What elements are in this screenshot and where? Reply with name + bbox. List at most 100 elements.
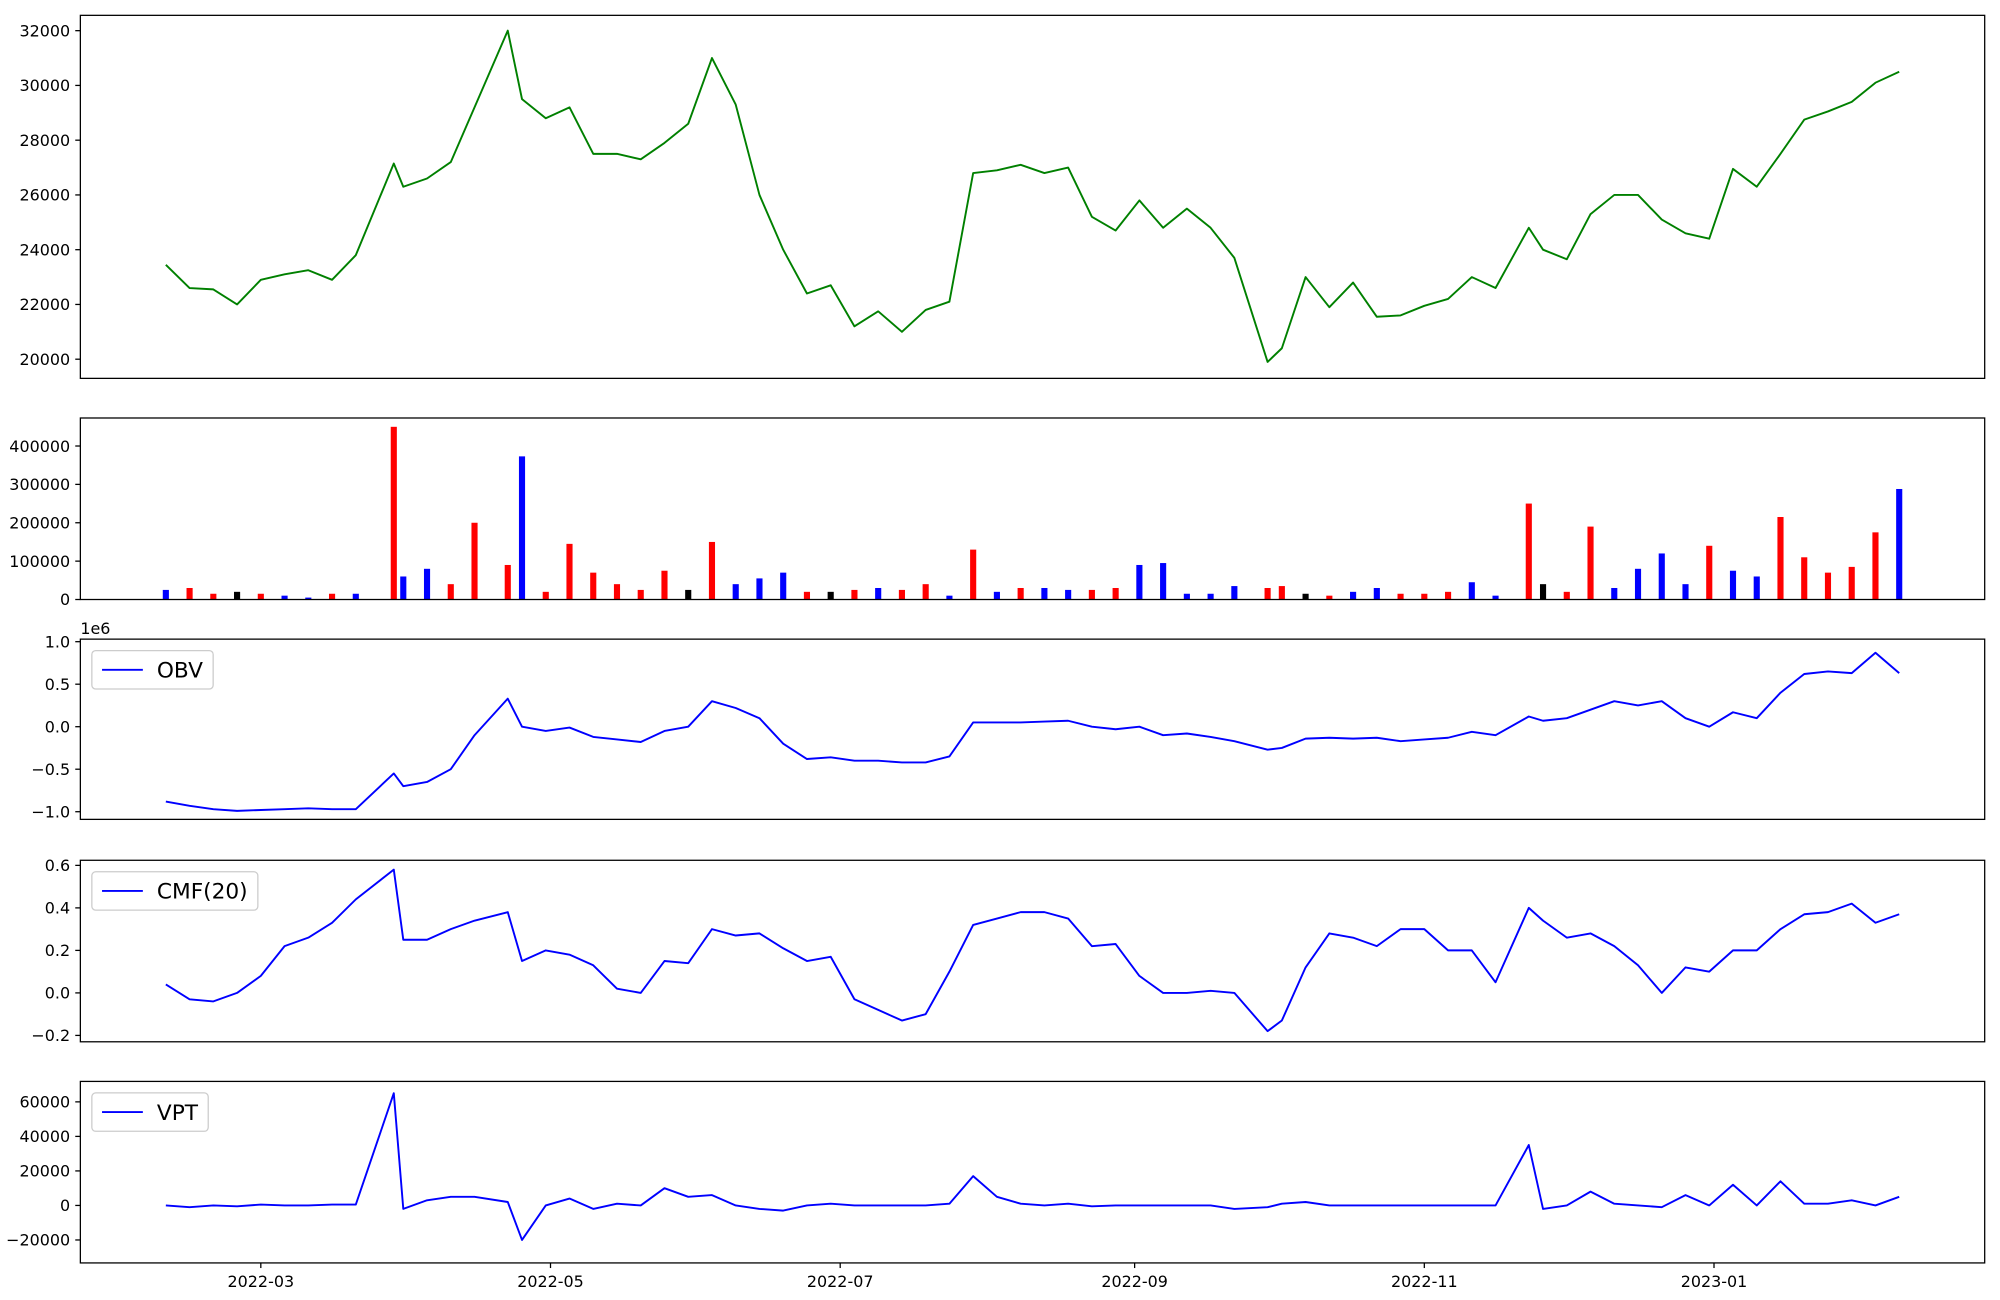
y-tick-label: 0.4 bbox=[45, 899, 70, 918]
y-tick-label: 20000 bbox=[19, 1162, 70, 1181]
axes-frame bbox=[79, 14, 1986, 380]
bar bbox=[1587, 526, 1594, 600]
y-tick-label: −0.5 bbox=[31, 760, 70, 779]
x-tick-label: 2022-05 bbox=[517, 1272, 584, 1291]
y-tick-label: 40000 bbox=[19, 1127, 70, 1146]
bar bbox=[1112, 587, 1119, 600]
bar bbox=[518, 456, 526, 600]
bar bbox=[922, 584, 929, 600]
bar bbox=[542, 591, 549, 600]
bar bbox=[1065, 589, 1072, 600]
bar bbox=[1017, 587, 1024, 600]
bar bbox=[946, 595, 953, 600]
x-tick-label: 2023-01 bbox=[1681, 1272, 1748, 1291]
bar bbox=[1302, 593, 1309, 600]
bar bbox=[993, 591, 1000, 600]
bar bbox=[1872, 532, 1879, 600]
bar bbox=[1421, 593, 1428, 600]
bar bbox=[186, 587, 193, 600]
bar bbox=[1777, 517, 1784, 600]
x-tick-label: 2022-03 bbox=[228, 1272, 295, 1291]
legend-label: OBV bbox=[157, 658, 203, 683]
y-tick-label: 28000 bbox=[19, 131, 70, 150]
axes-frame bbox=[79, 1080, 1986, 1264]
y-tick-label: 0 bbox=[60, 590, 70, 609]
bar bbox=[471, 522, 478, 600]
y-tick-label: 200000 bbox=[9, 513, 70, 532]
bar bbox=[1468, 582, 1475, 600]
bar bbox=[756, 578, 763, 600]
bar bbox=[1397, 593, 1404, 600]
bar bbox=[875, 587, 882, 600]
bar bbox=[1350, 591, 1357, 600]
y-tick-label: 20000 bbox=[19, 350, 70, 369]
y-tick-label: 24000 bbox=[19, 240, 70, 259]
bar bbox=[281, 595, 288, 600]
bar bbox=[685, 589, 692, 600]
y-tick-label: 0.6 bbox=[45, 856, 70, 875]
y-tick-label: 26000 bbox=[19, 186, 70, 205]
bar bbox=[1824, 572, 1832, 600]
bar bbox=[1634, 568, 1642, 600]
bar bbox=[447, 584, 454, 600]
bar bbox=[566, 543, 573, 600]
bar bbox=[504, 564, 511, 600]
y-tick-label: 0.5 bbox=[45, 675, 70, 694]
data-line bbox=[165, 1092, 1900, 1241]
legend-box bbox=[91, 650, 214, 690]
axes-frame bbox=[79, 859, 1986, 1043]
data-line bbox=[165, 868, 1900, 1033]
bar bbox=[1729, 570, 1737, 600]
bar bbox=[1088, 589, 1095, 600]
bar bbox=[970, 549, 977, 600]
bar bbox=[1563, 591, 1570, 600]
legend-box bbox=[91, 871, 259, 911]
legend-box bbox=[91, 1092, 209, 1132]
bar bbox=[851, 589, 858, 600]
y-tick-label: 30000 bbox=[19, 76, 70, 95]
bar bbox=[1539, 584, 1547, 600]
y-tick-label: 300000 bbox=[9, 475, 70, 494]
bar bbox=[328, 593, 336, 600]
bar bbox=[1183, 593, 1190, 600]
bar bbox=[637, 589, 644, 600]
axes-frame bbox=[79, 417, 1986, 601]
bar bbox=[1525, 503, 1532, 600]
bar bbox=[780, 572, 787, 600]
bar bbox=[1658, 553, 1665, 600]
x-tick-label: 2022-07 bbox=[807, 1272, 874, 1291]
bar bbox=[1231, 586, 1238, 600]
y-tick-label: 100000 bbox=[9, 552, 70, 571]
y-tick-label: −20000 bbox=[6, 1231, 70, 1250]
bar bbox=[1373, 587, 1380, 600]
axis-offset-text: 1e6 bbox=[80, 619, 110, 638]
bar bbox=[1264, 587, 1271, 600]
bar bbox=[1160, 563, 1167, 600]
bar bbox=[162, 589, 169, 600]
bar bbox=[1706, 545, 1713, 600]
y-tick-label: 400000 bbox=[9, 437, 70, 456]
y-tick-label: 22000 bbox=[19, 295, 70, 314]
bar bbox=[803, 591, 811, 600]
bar bbox=[1753, 576, 1760, 600]
y-tick-label: 0.0 bbox=[45, 984, 70, 1003]
bar bbox=[1611, 587, 1618, 600]
bar bbox=[1848, 566, 1855, 600]
y-tick-label: −0.2 bbox=[31, 1026, 70, 1045]
y-tick-label: 0.2 bbox=[45, 941, 70, 960]
bar bbox=[1207, 593, 1214, 600]
bar bbox=[613, 584, 621, 600]
bar bbox=[1492, 595, 1499, 600]
bar bbox=[352, 593, 359, 600]
bar bbox=[1896, 488, 1903, 600]
legend-label: CMF(20) bbox=[157, 880, 248, 905]
bar bbox=[390, 426, 397, 600]
bar bbox=[732, 584, 739, 600]
legend-label: VPT bbox=[157, 1101, 199, 1126]
bar bbox=[1801, 557, 1808, 600]
y-tick-label: 0 bbox=[60, 1196, 70, 1215]
bar bbox=[1278, 586, 1285, 600]
y-tick-label: 1.0 bbox=[45, 632, 70, 651]
bar bbox=[708, 541, 716, 600]
